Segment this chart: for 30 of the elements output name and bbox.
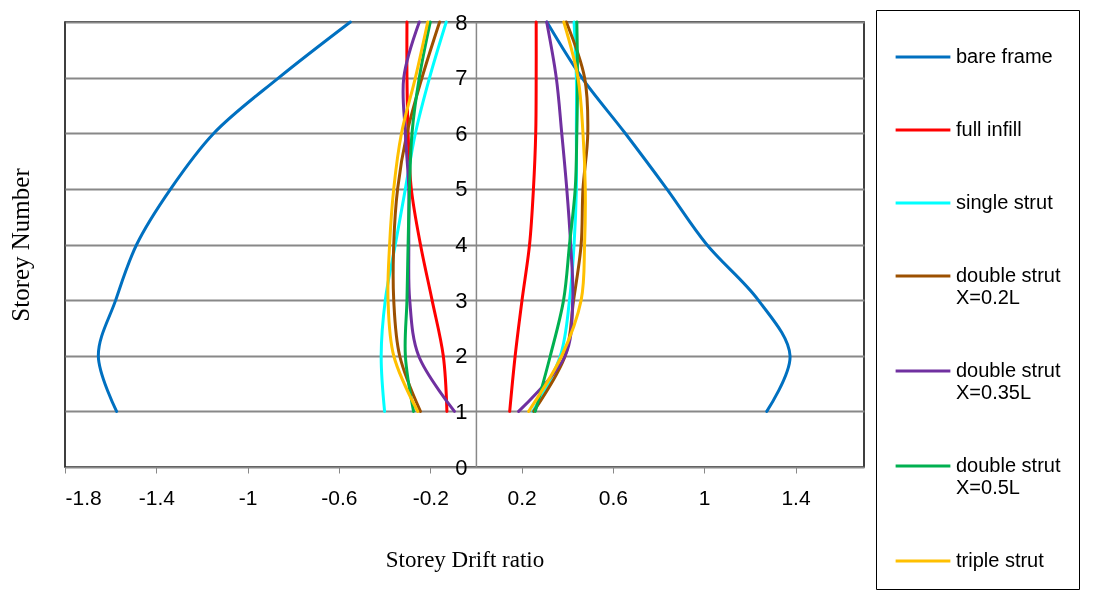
legend-label: full infill [956, 118, 1022, 140]
x-tick-label: -1 [238, 485, 258, 509]
x-tick-label: 1 [698, 485, 711, 509]
legend-label: single strut [956, 191, 1054, 213]
line-series [508, 20, 538, 413]
y-tick-label: 4 [455, 232, 468, 257]
x-tick-label: -0.6 [321, 485, 358, 509]
legend-label: double strut X=0.35L [956, 359, 1061, 403]
line-series [96, 20, 352, 413]
y-axis-title: Storey Number [6, 167, 34, 322]
x-tick-label: -1.8 [65, 485, 102, 509]
line-series [386, 20, 430, 413]
y-tick-label: 2 [455, 343, 468, 369]
x-tick-label: -0.2 [412, 485, 449, 509]
legend-label: double strut X=0.5L [956, 454, 1061, 498]
x-tick-label: 0.6 [598, 485, 628, 509]
x-tick-label: -1.4 [138, 485, 176, 509]
legend-label: triple strut [956, 549, 1045, 571]
x-axis-title: Storey Drift ratio [385, 546, 545, 572]
y-tick-label: 1 [455, 398, 468, 424]
legend-label: double strut X=0.2L [956, 264, 1061, 308]
y-tick-label: 6 [455, 120, 468, 146]
y-tick-label: 5 [455, 176, 468, 202]
y-tick-label: 3 [455, 287, 468, 313]
line-series [403, 20, 432, 413]
legend-label: bare frame [956, 45, 1053, 67]
y-tick-label: 7 [455, 65, 468, 91]
line-series [545, 20, 792, 413]
x-tick-label: 1.4 [781, 485, 811, 509]
x-tick-label: 0.2 [507, 485, 537, 509]
